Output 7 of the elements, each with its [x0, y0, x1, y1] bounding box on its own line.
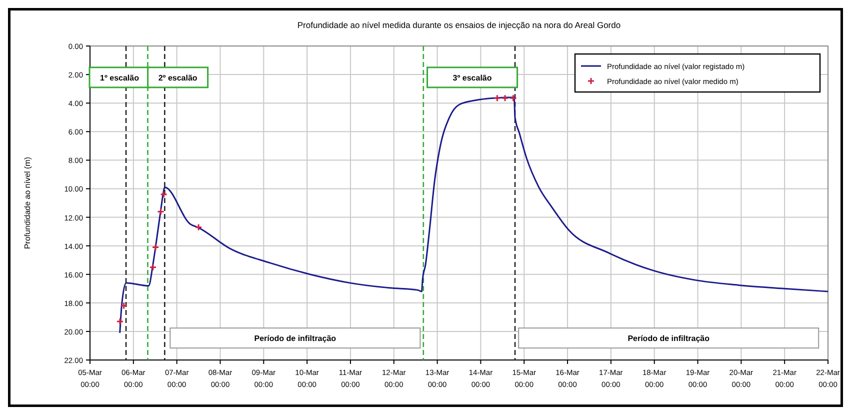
annotation: Período de infiltração — [254, 334, 336, 344]
y-axis-title: Profundidade ao nível (m) — [23, 156, 32, 250]
chart-title: Profundidade ao nível medida durante os ensaios de injecção na nora do Areal Gordo — [297, 20, 621, 30]
annotation: Período de infiltração — [628, 334, 710, 344]
annotation: 3º escalão — [452, 73, 492, 82]
annotation: 1º escalão — [100, 73, 140, 82]
annotation: 2º escalão — [158, 73, 198, 82]
